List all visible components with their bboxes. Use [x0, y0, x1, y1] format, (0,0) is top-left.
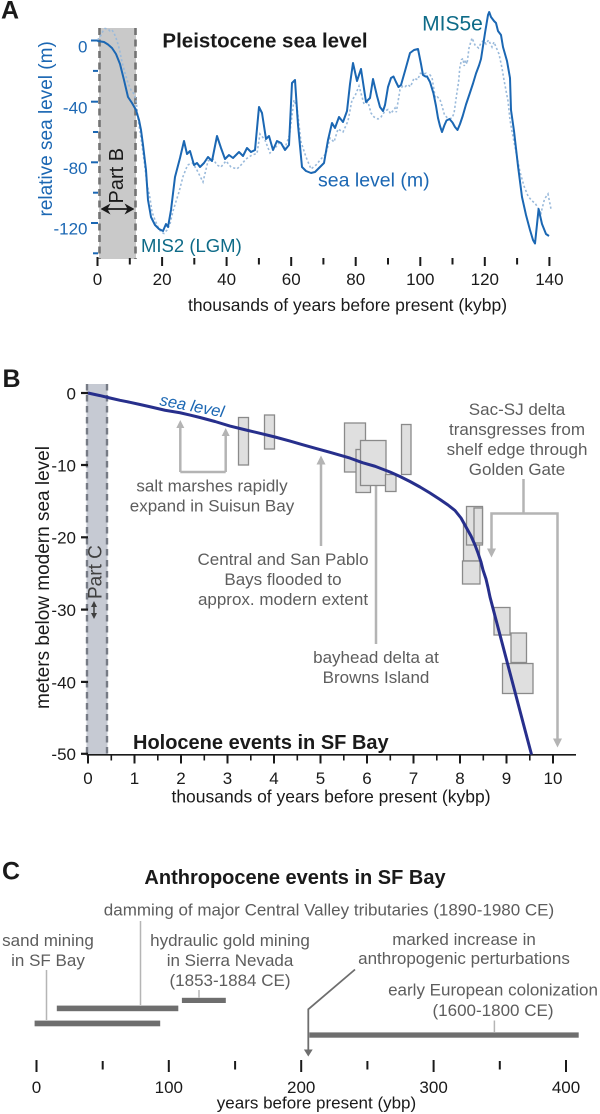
svg-text:Part C: Part C: [86, 545, 107, 599]
svg-text:2: 2: [176, 769, 185, 788]
svg-text:in SF Bay: in SF Bay: [11, 951, 85, 970]
svg-text:-10: -10: [51, 456, 76, 475]
svg-text:-40: -40: [51, 673, 76, 692]
svg-text:anthropogenic perturbations: anthropogenic perturbations: [358, 949, 570, 968]
svg-text:transgresses from: transgresses from: [449, 420, 585, 439]
svg-text:0: 0: [67, 384, 76, 403]
svg-text:(1600-1800 CE): (1600-1800 CE): [433, 1001, 554, 1020]
svg-text:B: B: [3, 365, 21, 393]
svg-text:expand in Suisun Bay: expand in Suisun Bay: [130, 497, 295, 516]
svg-text:approx. modern extent: approx. modern extent: [198, 590, 368, 609]
svg-text:C: C: [2, 858, 20, 886]
svg-text:damming of major Central Valle: damming of major Central Valley tributar…: [104, 901, 554, 920]
svg-text:bayhead delta at: bayhead delta at: [313, 648, 439, 667]
svg-text:400: 400: [552, 1078, 580, 1097]
svg-text:100: 100: [406, 270, 434, 289]
svg-text:4: 4: [269, 769, 278, 788]
svg-text:20: 20: [153, 270, 172, 289]
svg-text:Central and San Pablo: Central and San Pablo: [197, 550, 368, 569]
svg-text:100: 100: [155, 1078, 183, 1097]
svg-text:thousands of years before pres: thousands of years before present (kybp): [171, 787, 490, 807]
svg-text:Golden Gate: Golden Gate: [469, 460, 565, 479]
svg-text:10: 10: [544, 769, 563, 788]
svg-text:-40: -40: [63, 99, 88, 118]
svg-text:marked increase in: marked increase in: [392, 930, 536, 949]
svg-text:Sac-SJ delta: Sac-SJ delta: [469, 400, 566, 419]
svg-text:5: 5: [316, 769, 325, 788]
svg-text:40: 40: [217, 270, 236, 289]
svg-text:sand mining: sand mining: [2, 931, 94, 950]
svg-text:thousands of years before pres: thousands of years before present (kybp): [188, 295, 507, 315]
svg-text:80: 80: [346, 270, 365, 289]
svg-text:-20: -20: [51, 529, 76, 548]
svg-text:years before present (ybp): years before present (ybp): [217, 1094, 416, 1113]
svg-text:-50: -50: [51, 745, 76, 764]
svg-text:8: 8: [455, 769, 464, 788]
svg-text:0: 0: [78, 38, 87, 57]
svg-text:shelf edge through: shelf edge through: [447, 440, 588, 459]
svg-text:1: 1: [130, 769, 139, 788]
svg-text:early European colonization: early European colonization: [388, 981, 598, 1000]
svg-text:hydraulic gold mining: hydraulic gold mining: [150, 931, 310, 950]
svg-text:3: 3: [223, 769, 232, 788]
svg-text:Pleistocene sea level: Pleistocene sea level: [162, 30, 367, 53]
svg-text:7: 7: [409, 769, 418, 788]
svg-text:in Sierra Nevada: in Sierra Nevada: [167, 951, 294, 970]
svg-text:Bays flooded to: Bays flooded to: [224, 570, 341, 589]
svg-text:relative sea level (m): relative sea level (m): [36, 41, 57, 216]
svg-text:0: 0: [93, 270, 102, 289]
svg-text:0: 0: [83, 769, 92, 788]
svg-text:120: 120: [471, 270, 499, 289]
svg-text:200: 200: [287, 1078, 315, 1097]
svg-text:60: 60: [282, 270, 301, 289]
svg-text:sea level (m): sea level (m): [318, 170, 430, 192]
svg-text:6: 6: [362, 769, 371, 788]
svg-text:9: 9: [502, 769, 511, 788]
svg-text:-80: -80: [63, 159, 88, 178]
svg-text:MIS2 (LGM): MIS2 (LGM): [141, 235, 242, 256]
svg-text:Holocene events in SF Bay: Holocene events in SF Bay: [133, 732, 390, 754]
svg-text:140: 140: [535, 270, 563, 289]
svg-text:-120: -120: [53, 220, 87, 239]
svg-text:(1853-1884 CE): (1853-1884 CE): [170, 971, 291, 990]
svg-text:Part B: Part B: [106, 148, 128, 204]
svg-text:300: 300: [419, 1078, 447, 1097]
svg-text:-30: -30: [51, 601, 76, 620]
svg-text:meters below modern sea level: meters below modern sea level: [33, 446, 54, 709]
svg-text:Anthropocene events in SF Bay: Anthropocene events in SF Bay: [144, 867, 446, 889]
svg-text:0: 0: [32, 1078, 41, 1097]
svg-text:salt marshes rapidly: salt marshes rapidly: [136, 477, 288, 496]
svg-text:A: A: [1, 0, 19, 25]
svg-text:MIS5e: MIS5e: [422, 13, 483, 36]
svg-text:Browns Island: Browns Island: [323, 668, 430, 687]
